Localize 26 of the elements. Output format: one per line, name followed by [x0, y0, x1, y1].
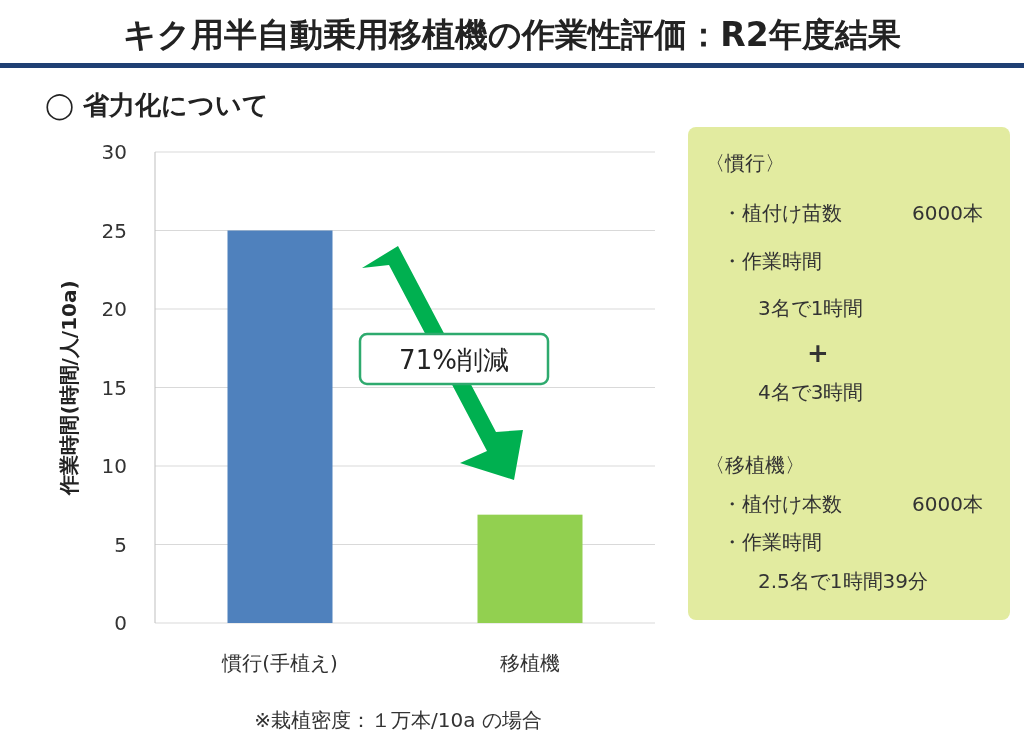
- text: ・植付け苗数: [722, 201, 842, 225]
- text: 2.5名で1時間39分: [758, 569, 928, 593]
- y-axis-title: 作業時間(時間/人/10a): [57, 280, 81, 496]
- y-tick-label: 10: [101, 454, 127, 478]
- text: +: [807, 338, 829, 368]
- text: 4名で3時間: [758, 380, 864, 404]
- y-tick-label: 20: [101, 297, 127, 321]
- x-tick-label: 移植機: [500, 651, 560, 675]
- annotation: 71%削減: [399, 345, 509, 375]
- y-tick-label: 0: [114, 611, 127, 635]
- text: 〈慣行〉: [705, 151, 785, 175]
- text: ・作業時間: [722, 249, 822, 273]
- text: 6000本: [912, 201, 983, 225]
- chart-subtitle: ◯ 省力化について: [45, 90, 270, 121]
- text: ・植付け本数: [722, 492, 842, 516]
- text: 3名で1時間: [758, 296, 864, 320]
- y-tick-label: 15: [101, 375, 127, 400]
- x-tick-label: 慣行(手植え): [221, 651, 338, 675]
- chart-title: キク用半自動乗用移植機の作業性評価：R2年度結果: [123, 15, 901, 54]
- text: ・作業時間: [722, 530, 822, 554]
- text: 〈移植機〉: [705, 453, 805, 477]
- text: ※栽植密度：１万本/10a の場合: [254, 708, 542, 732]
- y-tick-label: 30: [101, 140, 127, 164]
- text: 6000本: [912, 492, 983, 516]
- y-tick-label: 25: [101, 218, 127, 243]
- y-tick-label: 5: [114, 532, 127, 557]
